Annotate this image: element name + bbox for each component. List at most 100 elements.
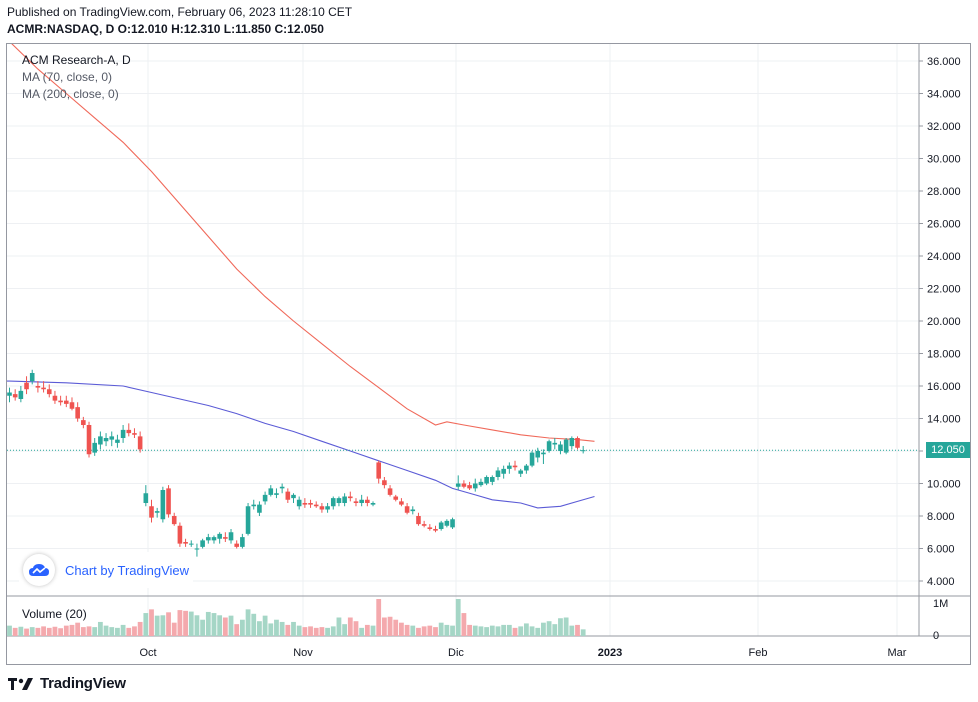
volume-bar [393,619,399,636]
candle-body [416,516,421,525]
candle-body [234,543,239,547]
symbol-label: ACMR:NASDAQ, D [7,22,115,36]
candle-body [52,395,58,401]
candle-body [257,504,262,513]
volume-bar [12,627,18,636]
legend-ma200: MA (200, close, 0) [22,87,119,101]
volume-bar [416,627,421,636]
y-tick-label: 26.000 [927,219,961,231]
volume-bar [97,621,103,636]
candle-body [188,543,194,545]
volume-bar [535,627,541,636]
volume-bar [376,599,382,636]
candle-body [228,532,234,541]
volume-bar [478,626,484,636]
volume-axis-label: 0 [933,630,939,642]
y-tick-label: 16.000 [927,381,961,393]
volume-bar [399,622,404,636]
volume-bar [234,624,240,636]
chart-by-tradingview-badge[interactable]: Chart by TradingView [19,552,194,588]
candle-body [160,490,166,520]
volume-bar [120,624,126,636]
candle-body [98,436,103,445]
volume-bar [171,622,177,636]
volume-bar [29,627,35,636]
ma70-line [11,44,595,442]
volume-bar [506,624,512,636]
volume-bar [115,627,120,636]
volume-bar [450,625,455,636]
candle-body [427,527,433,529]
y-tick-label: 14.000 [927,414,961,426]
volume-bar [262,615,268,636]
volume-bar [177,610,183,636]
candle-body [92,442,97,453]
x-tick-label: Oct [139,647,156,659]
volume-bar [302,627,308,636]
volume-bar [325,627,330,636]
candle-body [558,444,563,451]
volume-bar [217,615,223,636]
candle-body [404,506,410,513]
volume-bar [359,627,365,636]
volume-bar [86,626,92,636]
candle-body [279,486,285,489]
candle-body [132,433,137,435]
volume-bar [80,627,86,636]
volume-bar [291,621,296,636]
volume-bar [404,624,410,636]
legend-volume: Volume (20) [22,607,87,621]
volume-bar [336,617,342,636]
candle-body [484,477,489,484]
price-chart[interactable]: 36.000 34.000 32.000 30.000 28.000 26.000 24.0… [7,44,970,664]
candle-body [382,480,387,486]
candle-body [478,481,484,486]
candle-body [103,438,109,442]
volume-bar [63,625,69,636]
badge-text[interactable]: Chart by TradingView [65,562,190,578]
volume-bar [245,609,251,636]
candle-body [29,373,35,382]
volume-bar [541,622,546,636]
candle-body [455,483,461,487]
x-tick-label: Mar [888,647,907,659]
candle-body [194,548,200,550]
y-tick-label: 32.000 [927,121,961,133]
candle-body [262,494,268,502]
volume-bar [228,615,234,636]
volume-bar [149,609,154,636]
candle-body [387,488,393,495]
candle-body [46,389,52,395]
y-tick-label: 22.000 [927,284,961,296]
candle-body [126,429,132,434]
volume-bar [410,625,416,636]
y-tick-label: 8.000 [927,511,955,523]
y-tick-label: 30.000 [927,154,961,166]
volume-bar [52,626,58,636]
volume-bar [427,625,433,636]
candle-body [177,525,183,544]
volume-bar [239,619,245,636]
candle-body [524,465,529,471]
chart-frame[interactable]: 36.000 34.000 32.000 30.000 28.000 26.000 24.0… [6,43,971,665]
volume-bar [132,626,137,636]
candle-body [268,488,274,495]
candle-body [353,501,359,503]
candle-body [217,533,222,539]
candle-body [200,540,205,547]
close-label: C: [274,22,288,36]
candle-body [245,506,251,534]
volume-bar [92,627,98,636]
volume-bar [69,624,75,636]
candle-body [285,491,291,500]
volume-bar [484,627,490,636]
volume-bar [461,613,467,636]
legend-title: ACM Research-A, D [22,53,131,67]
candle-body [376,462,381,479]
tradingview-cloud-icon [23,554,55,586]
candle-body [444,520,450,526]
candle-body [359,499,364,503]
volume-bar [319,627,325,636]
candle-body [206,537,211,541]
candle-body [421,524,427,526]
